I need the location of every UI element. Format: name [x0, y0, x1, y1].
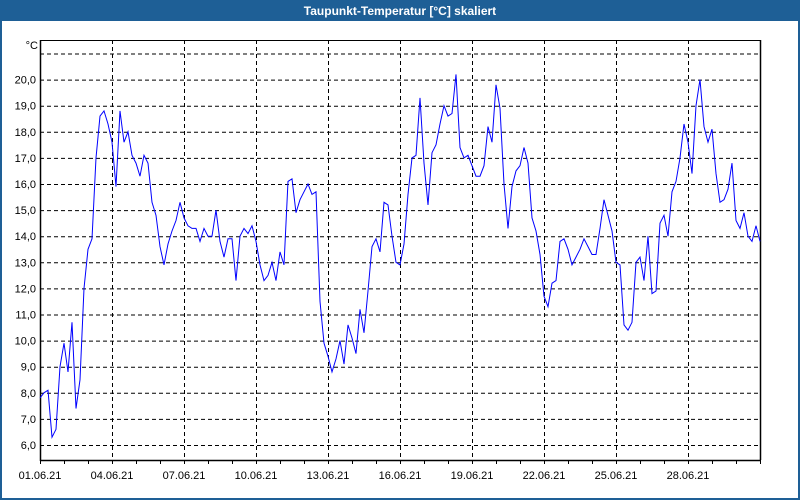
y-tick-label: 9,0	[21, 362, 36, 374]
x-tick-label: 19.06.21	[451, 470, 494, 482]
y-tick-label: 7,0	[21, 414, 36, 426]
series-line-taupunkt	[39, 74, 761, 439]
y-tick-label: 11,0	[15, 310, 36, 322]
x-tick-label: 10.06.21	[235, 470, 278, 482]
y-tick-label: 14,0	[15, 231, 36, 243]
y-tick-label: 13,0	[15, 257, 36, 269]
y-tick-label: 15,0	[15, 205, 36, 217]
y-tick-label: 6,0	[21, 440, 36, 452]
x-tick-label: 13.06.21	[307, 470, 350, 482]
y-tick-label: 10,0	[15, 336, 36, 348]
y-tick-label: 20,0	[15, 75, 36, 87]
x-tick-label: 22.06.21	[523, 470, 566, 482]
x-tick-label: 25.06.21	[595, 470, 638, 482]
y-tick-label: 18,0	[15, 127, 36, 139]
y-tick-label: 8,0	[21, 388, 36, 400]
x-tick-label: 16.06.21	[379, 470, 422, 482]
y-tick-label: 19,0	[15, 101, 36, 113]
x-tick-label: 01.06.21	[19, 470, 62, 482]
y-axis-unit: °C	[26, 40, 38, 52]
x-tick-label: 04.06.21	[91, 470, 134, 482]
x-tick-label: 28.06.21	[667, 470, 710, 482]
window-title: Taupunkt-Temperatur [°C] skaliert	[2, 2, 798, 21]
y-tick-label: 16,0	[15, 179, 36, 191]
y-tick-label: 12,0	[15, 283, 36, 295]
x-tick-label: 07.06.21	[163, 470, 206, 482]
y-tick-label: 17,0	[15, 153, 36, 165]
